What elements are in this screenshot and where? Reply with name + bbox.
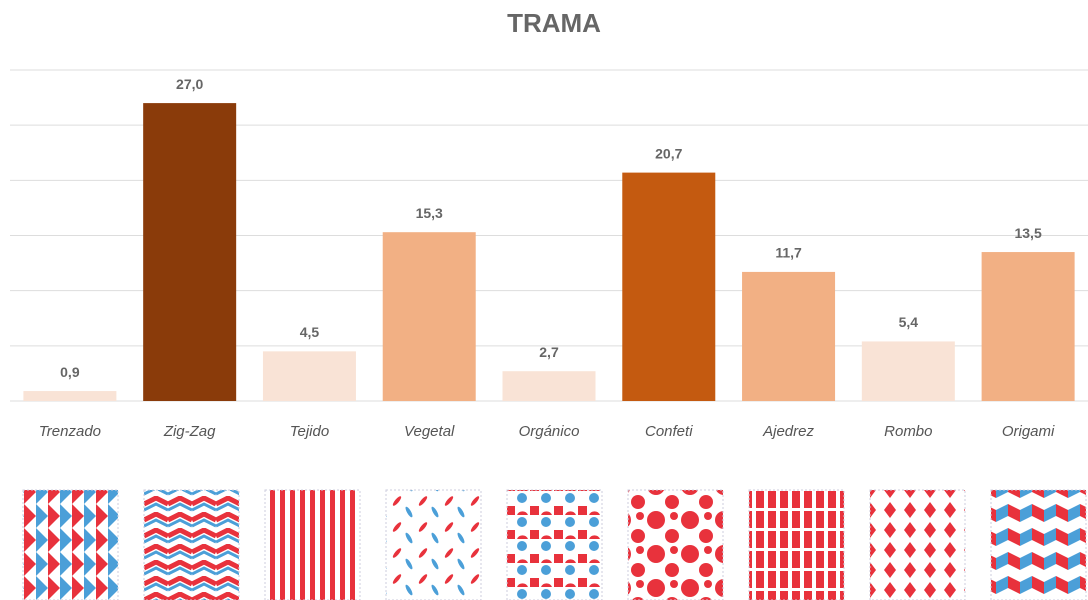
x-tick-label: Trenzado	[39, 423, 101, 440]
bar	[143, 103, 237, 401]
pattern-icon	[143, 489, 240, 600]
x-tick-label: Vegetal	[404, 423, 455, 440]
bar	[23, 391, 117, 401]
pattern-icon	[385, 489, 482, 600]
value-label: 0,9	[60, 364, 80, 380]
x-tick-label: Origami	[1002, 423, 1055, 440]
bar	[742, 271, 836, 401]
x-tick-label: Ajedrez	[762, 423, 814, 440]
pattern-icon	[264, 489, 361, 600]
pattern-icon	[627, 489, 724, 600]
value-label: 27,0	[176, 76, 203, 92]
pattern-icons	[22, 489, 1087, 600]
pattern-icon	[869, 489, 966, 600]
bar	[502, 371, 596, 401]
bar	[382, 232, 476, 401]
x-tick-label: Orgánico	[519, 423, 580, 440]
bar	[622, 172, 716, 401]
pattern-icon	[22, 489, 119, 600]
pattern-icon	[990, 489, 1087, 600]
value-label: 11,7	[775, 245, 802, 261]
bar	[861, 341, 955, 401]
pattern-icon	[748, 489, 845, 600]
x-tick-label: Zig-Zag	[163, 423, 216, 440]
x-tick-label: Rombo	[884, 423, 932, 440]
value-label: 20,7	[655, 145, 682, 161]
bar	[981, 252, 1075, 401]
x-tick-label: Tejido	[290, 423, 329, 440]
pattern-icon	[506, 489, 603, 600]
value-label: 2,7	[539, 344, 559, 360]
value-label: 4,5	[300, 324, 320, 340]
bar	[262, 351, 356, 401]
chart-title: TRAMA	[507, 8, 601, 38]
x-tick-label: Confeti	[645, 423, 693, 440]
value-label: 13,5	[1014, 225, 1041, 241]
value-label: 15,3	[416, 205, 443, 221]
value-label: 5,4	[899, 314, 919, 330]
